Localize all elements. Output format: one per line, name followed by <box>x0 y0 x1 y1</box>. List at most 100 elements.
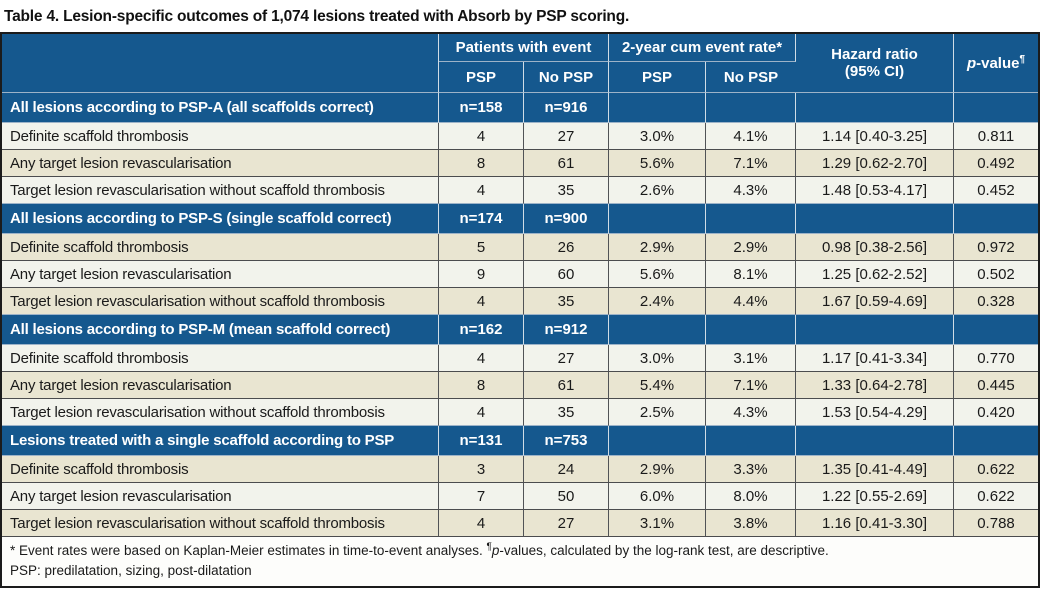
table-row: Any target lesion revascularisation 8 61… <box>2 150 1038 177</box>
p-italic: p <box>491 543 500 558</box>
outcome-label-cell: Target lesion revascularisation without … <box>2 288 439 315</box>
cum-event-rate-header: 2-year cum event rate* <box>609 34 796 62</box>
section-label: All lesions according to PSP-S (single s… <box>2 204 439 234</box>
section-label: Lesions treated with a single scaffold a… <box>2 426 439 456</box>
nopsp-rate-cell: 3.3% <box>706 456 796 483</box>
nopsp-events-cell: 61 <box>524 372 609 399</box>
nopsp-rate-cell: 4.4% <box>706 288 796 315</box>
psp-subheader: PSP <box>609 62 706 93</box>
nopsp-events-cell: 26 <box>524 234 609 261</box>
n-no-psp-cell: n=753 <box>524 426 609 456</box>
psp-rate-cell: 6.0% <box>609 483 706 510</box>
outcome-label-cell: Any target lesion revascularisation <box>2 261 439 288</box>
psp-events-cell: 9 <box>439 261 524 288</box>
hazard-ratio-cell: 1.33 [0.64-2.78] <box>796 372 954 399</box>
outcomes-table: Patients with event 2-year cum event rat… <box>0 32 1040 589</box>
psp-rate-cell: 2.6% <box>609 177 706 204</box>
footnote-line2: PSP: predilatation, sizing, post-dilatat… <box>10 562 252 578</box>
psp-events-cell: 8 <box>439 372 524 399</box>
empty-cell <box>609 426 706 456</box>
hazard-ratio-cell: 1.29 [0.62-2.70] <box>796 150 954 177</box>
outcome-label-cell: Any target lesion revascularisation <box>2 483 439 510</box>
empty-cell <box>706 426 796 456</box>
table-row: Target lesion revascularisation without … <box>2 399 1038 426</box>
hazard-ratio-cell: 1.14 [0.40-3.25] <box>796 123 954 150</box>
n-psp-cell: n=162 <box>439 315 524 345</box>
nopsp-rate-cell: 7.1% <box>706 372 796 399</box>
p-value-cell: 0.788 <box>954 510 1038 537</box>
empty-cell <box>609 315 706 345</box>
nopsp-events-cell: 50 <box>524 483 609 510</box>
psp-events-cell: 8 <box>439 150 524 177</box>
empty-cell <box>954 315 1038 345</box>
nopsp-rate-cell: 3.8% <box>706 510 796 537</box>
p-value-cell: 0.492 <box>954 150 1038 177</box>
nopsp-rate-cell: 8.1% <box>706 261 796 288</box>
table-row: Target lesion revascularisation without … <box>2 510 1038 537</box>
psp-events-cell: 7 <box>439 483 524 510</box>
n-no-psp-cell: n=916 <box>524 93 609 123</box>
nopsp-events-cell: 61 <box>524 150 609 177</box>
nopsp-events-cell: 35 <box>524 177 609 204</box>
footnote-row: * Event rates were based on Kaplan-Meier… <box>2 537 1038 587</box>
no-psp-subheader: No PSP <box>706 62 796 93</box>
hazard-ratio-header: Hazard ratio (95% CI) <box>796 34 954 93</box>
hazard-ratio-cell: 0.98 [0.38-2.56] <box>796 234 954 261</box>
footnote-kaplan-meier: * Event rates were based on Kaplan-Meier… <box>10 543 487 558</box>
hazard-ratio-cell: 1.53 [0.54-4.29] <box>796 399 954 426</box>
empty-cell <box>954 426 1038 456</box>
nopsp-rate-cell: 8.0% <box>706 483 796 510</box>
empty-cell <box>609 93 706 123</box>
empty-cell <box>796 315 954 345</box>
n-psp-cell: n=174 <box>439 204 524 234</box>
empty-cell <box>706 93 796 123</box>
hazard-ratio-cell: 1.48 [0.53-4.17] <box>796 177 954 204</box>
psp-events-cell: 5 <box>439 234 524 261</box>
outcome-label-cell: Target lesion revascularisation without … <box>2 177 439 204</box>
outcome-label-cell: Definite scaffold thrombosis <box>2 234 439 261</box>
psp-events-cell: 3 <box>439 456 524 483</box>
nopsp-rate-cell: 4.3% <box>706 399 796 426</box>
empty-cell <box>796 204 954 234</box>
table-row: Any target lesion revascularisation 9 60… <box>2 261 1038 288</box>
hazard-ratio-cell: 1.67 [0.59-4.69] <box>796 288 954 315</box>
section-header-row: Lesions treated with a single scaffold a… <box>2 426 1038 456</box>
empty-cell <box>706 204 796 234</box>
pilcrow-symbol: ¶ <box>1019 53 1026 65</box>
p-value-cell: 0.770 <box>954 345 1038 372</box>
p-value-cell: 0.445 <box>954 372 1038 399</box>
outcome-label-cell: Any target lesion revascularisation <box>2 150 439 177</box>
nopsp-rate-cell: 4.3% <box>706 177 796 204</box>
empty-cell <box>796 93 954 123</box>
p-value-cell: 0.502 <box>954 261 1038 288</box>
nopsp-events-cell: 60 <box>524 261 609 288</box>
column-header-row-2: PSP No PSP PSP No PSP <box>2 62 1038 93</box>
table-row: Target lesion revascularisation without … <box>2 177 1038 204</box>
p-value-cell: 0.972 <box>954 234 1038 261</box>
nopsp-rate-cell: 7.1% <box>706 150 796 177</box>
section-label: All lesions according to PSP-M (mean sca… <box>2 315 439 345</box>
psp-events-cell: 4 <box>439 123 524 150</box>
outcome-label-cell: Definite scaffold thrombosis <box>2 345 439 372</box>
no-psp-subheader: No PSP <box>524 62 609 93</box>
table-row: Target lesion revascularisation without … <box>2 288 1038 315</box>
psp-subheader: PSP <box>439 62 524 93</box>
outcome-label-cell: Any target lesion revascularisation <box>2 372 439 399</box>
psp-events-cell: 4 <box>439 510 524 537</box>
p-value-cell: 0.452 <box>954 177 1038 204</box>
hazard-ratio-header-line1: Hazard ratio <box>831 45 918 63</box>
footnote-logrank: -values, calculated by the log-rank test… <box>499 543 829 558</box>
psp-rate-cell: 2.5% <box>609 399 706 426</box>
outcome-label-cell: Definite scaffold thrombosis <box>2 123 439 150</box>
p-value-cell: 0.622 <box>954 456 1038 483</box>
hazard-ratio-cell: 1.25 [0.62-2.52] <box>796 261 954 288</box>
n-no-psp-cell: n=900 <box>524 204 609 234</box>
p-value-text: -value <box>976 54 1020 72</box>
empty-cell <box>796 426 954 456</box>
p-value-cell: 0.622 <box>954 483 1038 510</box>
p-italic: p <box>966 54 977 72</box>
table-row: Definite scaffold thrombosis 4 27 3.0% 3… <box>2 345 1038 372</box>
outcome-label-cell: Target lesion revascularisation without … <box>2 510 439 537</box>
n-no-psp-cell: n=912 <box>524 315 609 345</box>
psp-events-cell: 4 <box>439 177 524 204</box>
